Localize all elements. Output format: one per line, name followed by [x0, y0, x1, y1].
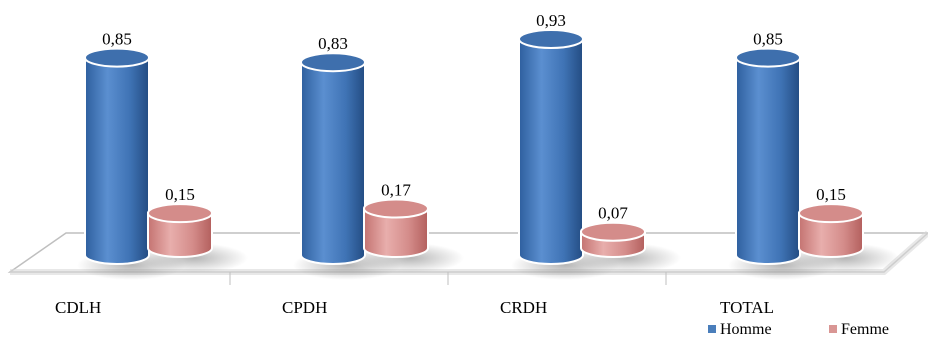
bar-top-homme-0 [84, 47, 150, 68]
legend-swatch-femme [829, 325, 837, 333]
bar-top-femme-3 [798, 203, 864, 224]
bar-top-homme-1 [300, 52, 366, 73]
data-label-femme-3: 0,15 [816, 185, 846, 204]
bar-top-femme-2 [580, 221, 646, 242]
bar-top-homme-2 [518, 29, 584, 49]
data-label-homme-3: 0,85 [753, 30, 783, 49]
data-label-homme-2: 0,93 [536, 11, 566, 30]
bar-homme-2 [518, 38, 584, 265]
legend-label-femme: Femme [841, 321, 889, 338]
data-label-femme-0: 0,15 [165, 185, 195, 204]
bar-femme-3 [798, 212, 864, 258]
bar-femme-1 [363, 207, 429, 258]
bar-top-homme-3 [735, 47, 801, 68]
x-axis-ticks: CDLH CPDH CRDH TOTAL [55, 272, 774, 317]
bar-homme-0 [84, 56, 150, 265]
bar-top-femme-0 [147, 203, 213, 224]
bar-homme-3 [735, 56, 801, 265]
legend-homme: Homme [708, 321, 772, 339]
bar-homme-1 [300, 61, 366, 265]
data-labels: 0,85 0,83 0,93 0,85 0,15 0,17 0,07 0,15 [102, 11, 846, 223]
data-label-homme-0: 0,85 [102, 30, 132, 49]
data-label-femme-2: 0,07 [598, 204, 628, 223]
x-tick-label-cpdh: CPDH [282, 298, 327, 317]
legend-swatch-homme [708, 325, 716, 333]
x-tick-label-total: TOTAL [720, 298, 774, 317]
legend-femme: Femme [829, 321, 889, 339]
bars [84, 29, 864, 265]
bar-top-femme-1 [363, 198, 429, 219]
legend-label-homme: Homme [720, 321, 772, 338]
x-tick-label-crdh: CRDH [500, 298, 547, 317]
data-label-femme-1: 0,17 [381, 181, 411, 200]
data-label-homme-1: 0,83 [318, 34, 348, 53]
x-tick-label-cdlh: CDLH [55, 298, 101, 317]
bar-femme-0 [147, 212, 213, 258]
